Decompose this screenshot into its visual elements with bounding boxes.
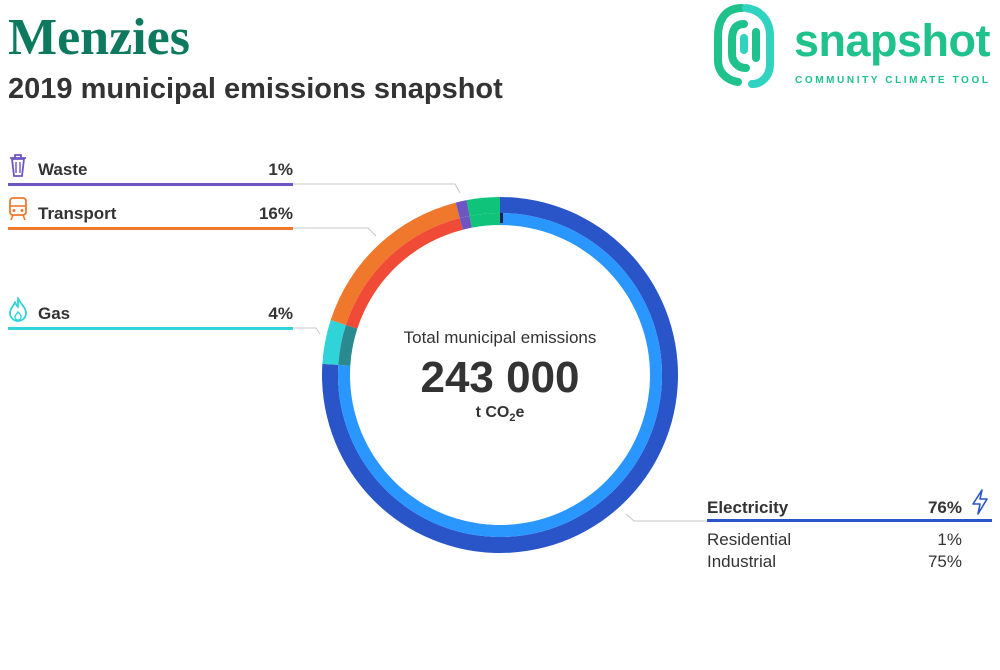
fingerprint-logo-icon [714, 4, 774, 88]
electricity-breakdown-row: Industrial 75% [707, 544, 962, 571]
legend-transport-bar [8, 227, 293, 230]
legend-waste-label: Waste [38, 160, 88, 179]
legend-transport: Transport 16% [8, 196, 293, 230]
donut-inner-slice-waste [459, 215, 472, 230]
snapshot-logo: snapshot COMMUNITY CLIMATE TOOL [712, 2, 1000, 90]
electricity-breakdown-row: Residential 1% [707, 522, 962, 549]
gas-leader-line [293, 327, 321, 335]
legend-waste-bar [8, 183, 293, 186]
breakdown-label: Industrial [707, 552, 776, 571]
unit-subscript: 2 [509, 412, 516, 425]
total-emissions-unit: t CO2e [380, 404, 620, 424]
unit-prefix: t CO [475, 404, 510, 421]
legend-gas-label: Gas [38, 304, 71, 323]
donut-arcs [322, 197, 678, 553]
legend-gas-bar [8, 327, 293, 330]
trash-icon [10, 154, 26, 177]
donut-inner-slice-transport [345, 218, 463, 329]
unit-suffix: e [515, 404, 525, 421]
train-icon [9, 197, 27, 221]
page-title: Menzies [8, 9, 190, 66]
breakdown-label: Residential [707, 530, 792, 549]
page-subtitle: 2019 municipal emissions snapshot [8, 73, 503, 105]
leader-lines [293, 183, 707, 522]
legend-electricity-label: Electricity [707, 498, 789, 517]
logo-wordmark: snapshot [794, 15, 991, 66]
logo-tagline: COMMUNITY CLIMATE TOOL [795, 75, 991, 86]
donut-slice-other [466, 197, 500, 216]
breakdown-value: 75% [927, 552, 962, 571]
donut-start-tick [500, 213, 503, 223]
total-emissions-value: 243 000 [420, 353, 580, 402]
legend-gas: Gas 4% [8, 296, 293, 330]
donut-inner-slice-gas [338, 324, 358, 366]
legend-electricity-value: 76% [927, 498, 962, 517]
legend-waste-value: 1% [268, 160, 293, 179]
legend-transport-value: 16% [258, 204, 293, 223]
donut-slice-waste [455, 200, 470, 219]
transport-leader-line [293, 227, 377, 237]
donut-slice-gas [322, 319, 346, 365]
electricity-leader-line [625, 513, 707, 522]
waste-leader-line [293, 183, 461, 194]
legend-waste: Waste 1% [8, 152, 293, 186]
donut-slice-transport [330, 202, 460, 325]
legend-gas-value: 4% [268, 304, 293, 323]
donut-inner-slice-other [469, 213, 500, 228]
total-emissions-label: Total municipal emissions [403, 328, 597, 347]
legend-transport-label: Transport [38, 204, 117, 223]
breakdown-value: 1% [937, 530, 962, 549]
lightning-icon [972, 489, 988, 515]
flame-icon [9, 297, 27, 322]
legend-electricity-bar [707, 519, 992, 522]
legend-electricity: Electricity 76% Residential 1% Industria… [707, 488, 992, 571]
